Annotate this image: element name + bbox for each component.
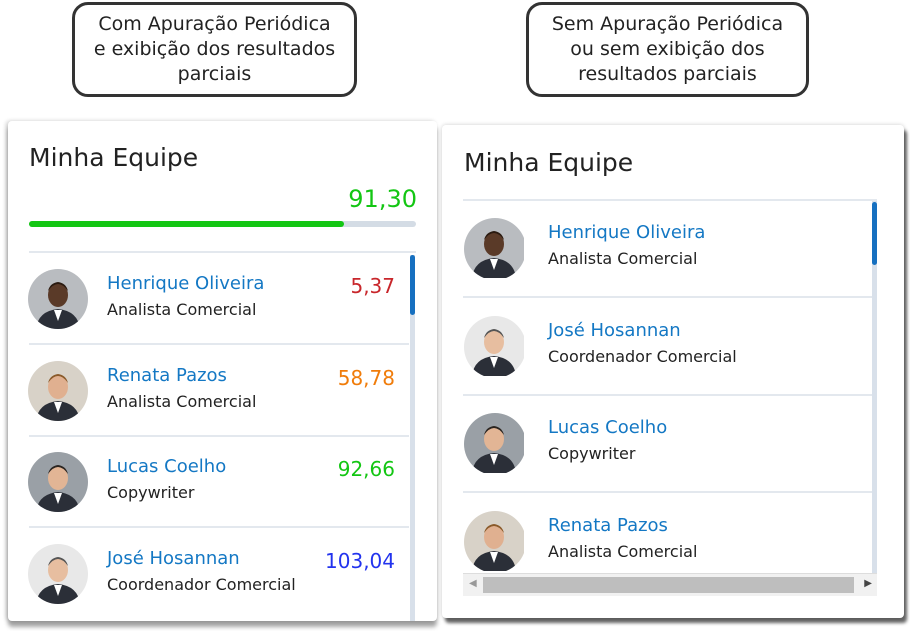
team-progress-bar (29, 221, 416, 227)
scrollbar-thumb[interactable] (872, 202, 877, 265)
progress-fill (29, 221, 345, 227)
member-score: 92,66 (337, 457, 395, 481)
avatar (464, 315, 526, 378)
team-member-row[interactable]: José Hosannan Coordenador Comercial (442, 300, 870, 396)
member-role: Analista Comercial (548, 249, 698, 268)
avatar (28, 452, 88, 512)
avatar-photo (28, 452, 88, 512)
avatar (464, 510, 526, 573)
avatar (464, 413, 526, 475)
divider (463, 393, 872, 396)
avatar (28, 360, 88, 421)
member-score: 58,78 (337, 365, 395, 390)
avatar-photo (464, 413, 524, 473)
team-member-row[interactable]: Lucas Coelho Copywriter 92,66 (8, 438, 408, 528)
member-role: Copywriter (107, 483, 195, 502)
member-role: Analista Comercial (107, 300, 257, 319)
avatar (464, 218, 526, 280)
team-member-row[interactable]: José Hosannan Coordenador Comercial 103,… (8, 530, 408, 620)
vertical-scrollbar[interactable] (872, 201, 877, 573)
scroll-left-arrow-icon[interactable]: ◀ (469, 578, 477, 589)
divider (463, 296, 872, 298)
member-name[interactable]: Renata Pazos (548, 514, 668, 536)
team-member-row[interactable]: Renata Pazos Analista Comercial (442, 495, 870, 591)
divider (29, 526, 409, 528)
divider (29, 251, 416, 253)
member-score: 5,37 (350, 274, 395, 298)
avatar (28, 269, 88, 329)
avatar-photo (28, 269, 88, 329)
member-role: Coordenador Comercial (548, 346, 737, 366)
member-name[interactable]: Henrique Oliveira (107, 273, 265, 294)
team-member-row[interactable]: Henrique Oliveira Analista Comercial 5,3… (8, 255, 408, 345)
member-name[interactable]: Lucas Coelho (548, 417, 668, 438)
member-name[interactable]: José Hosannan (107, 547, 240, 569)
avatar (28, 543, 88, 604)
horizontal-scrollbar[interactable]: ◀ ▶ (463, 573, 877, 596)
avatar-photo (28, 360, 88, 421)
divider (29, 434, 409, 437)
member-name[interactable]: Renata Pazos (107, 364, 227, 386)
member-role: Analista Comercial (107, 391, 257, 411)
team-card-without-scores: Minha Equipe Henrique Oliveira Analista … (442, 125, 904, 618)
scroll-right-arrow-icon[interactable]: ▶ (864, 578, 872, 589)
member-role: Analista Comercial (548, 541, 698, 561)
team-total-score: 91,30 (348, 185, 417, 213)
callout-with-partial-results: Com Apuração Periódica e exibição dos re… (72, 2, 357, 97)
callout-without-partial-results: Sem Apuração Periódica ou sem exibição d… (526, 2, 809, 97)
divider (463, 199, 877, 201)
member-role: Coordenador Comercial (107, 574, 296, 594)
vertical-scrollbar[interactable] (410, 255, 415, 621)
team-member-row[interactable]: Henrique Oliveira Analista Comercial (442, 202, 870, 298)
member-name[interactable]: Lucas Coelho (107, 456, 227, 477)
member-score: 103,04 (325, 548, 395, 573)
avatar-photo (464, 315, 524, 376)
horizontal-scrollbar-thumb[interactable] (483, 577, 854, 593)
card-title: Minha Equipe (29, 143, 199, 172)
team-card-with-scores: Minha Equipe 91,30 Henrique Oliveira Ana… (8, 121, 437, 621)
avatar-photo (464, 218, 524, 278)
member-name[interactable]: José Hosannan (548, 319, 681, 341)
divider (29, 343, 409, 345)
card-title: Minha Equipe (464, 148, 634, 177)
team-member-row[interactable]: Lucas Coelho Copywriter (442, 397, 870, 493)
member-role: Copywriter (548, 444, 636, 463)
avatar-photo (28, 543, 88, 604)
team-member-row[interactable]: Renata Pazos Analista Comercial 58,78 (8, 347, 408, 437)
member-name[interactable]: Henrique Oliveira (548, 222, 706, 243)
scrollbar-thumb[interactable] (410, 255, 415, 315)
avatar-photo (464, 510, 524, 571)
divider (463, 491, 872, 493)
